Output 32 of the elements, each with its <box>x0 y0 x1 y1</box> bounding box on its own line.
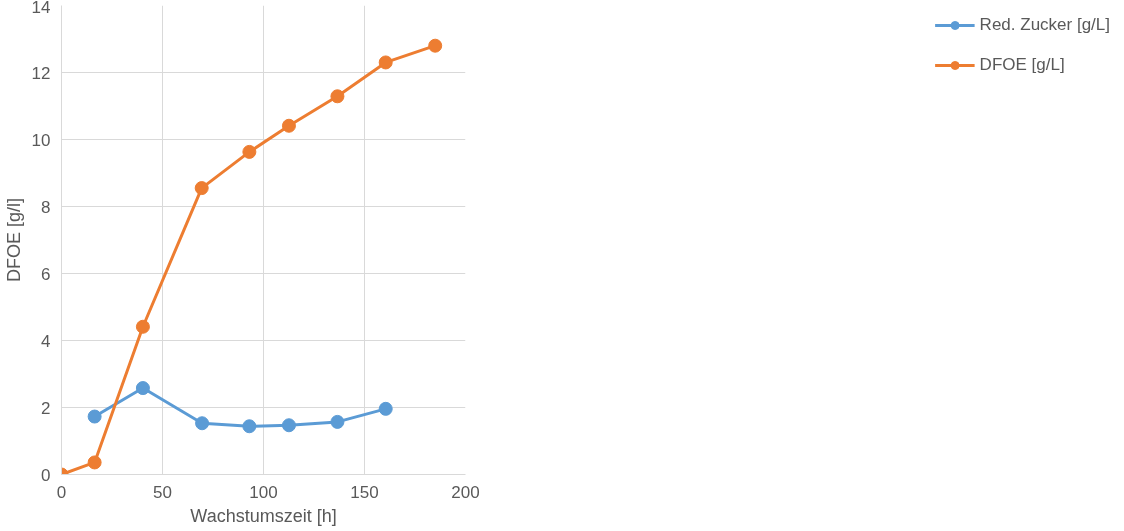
point <box>428 38 443 53</box>
point <box>242 144 257 159</box>
y-tick-label: 6 <box>41 264 51 284</box>
point <box>194 181 209 196</box>
legend-label: DFOE [g/L] <box>979 55 1065 75</box>
point <box>281 118 296 133</box>
legend-label: Red. Zucker [g/L] <box>979 15 1110 35</box>
point <box>378 55 393 70</box>
y-tick-label: 8 <box>41 197 51 217</box>
point <box>87 409 102 424</box>
x-tick-label: 0 <box>56 482 67 502</box>
point <box>195 416 210 431</box>
y-tick-label: 14 <box>31 0 51 17</box>
x-tick-label: 200 <box>451 482 480 502</box>
y-axis-title: DFOE [g/l] <box>3 197 24 283</box>
point <box>330 89 345 104</box>
y-tick-label: 2 <box>41 398 51 418</box>
point <box>242 419 257 434</box>
y-tick-label: 12 <box>31 63 51 83</box>
y-tick-label: 10 <box>31 130 51 150</box>
point <box>87 455 102 470</box>
x-tick-label: 50 <box>153 482 172 502</box>
x-axis-title: Wachstumszeit [h] <box>190 505 337 526</box>
point <box>330 414 345 429</box>
y-tick-label: 0 <box>41 465 51 485</box>
y-tick-label: 4 <box>41 331 51 351</box>
x-tick-label: 150 <box>350 482 379 502</box>
point <box>135 319 150 334</box>
x-tick-label: 100 <box>249 482 278 502</box>
point <box>281 418 296 433</box>
point <box>135 381 150 396</box>
point <box>378 401 393 416</box>
